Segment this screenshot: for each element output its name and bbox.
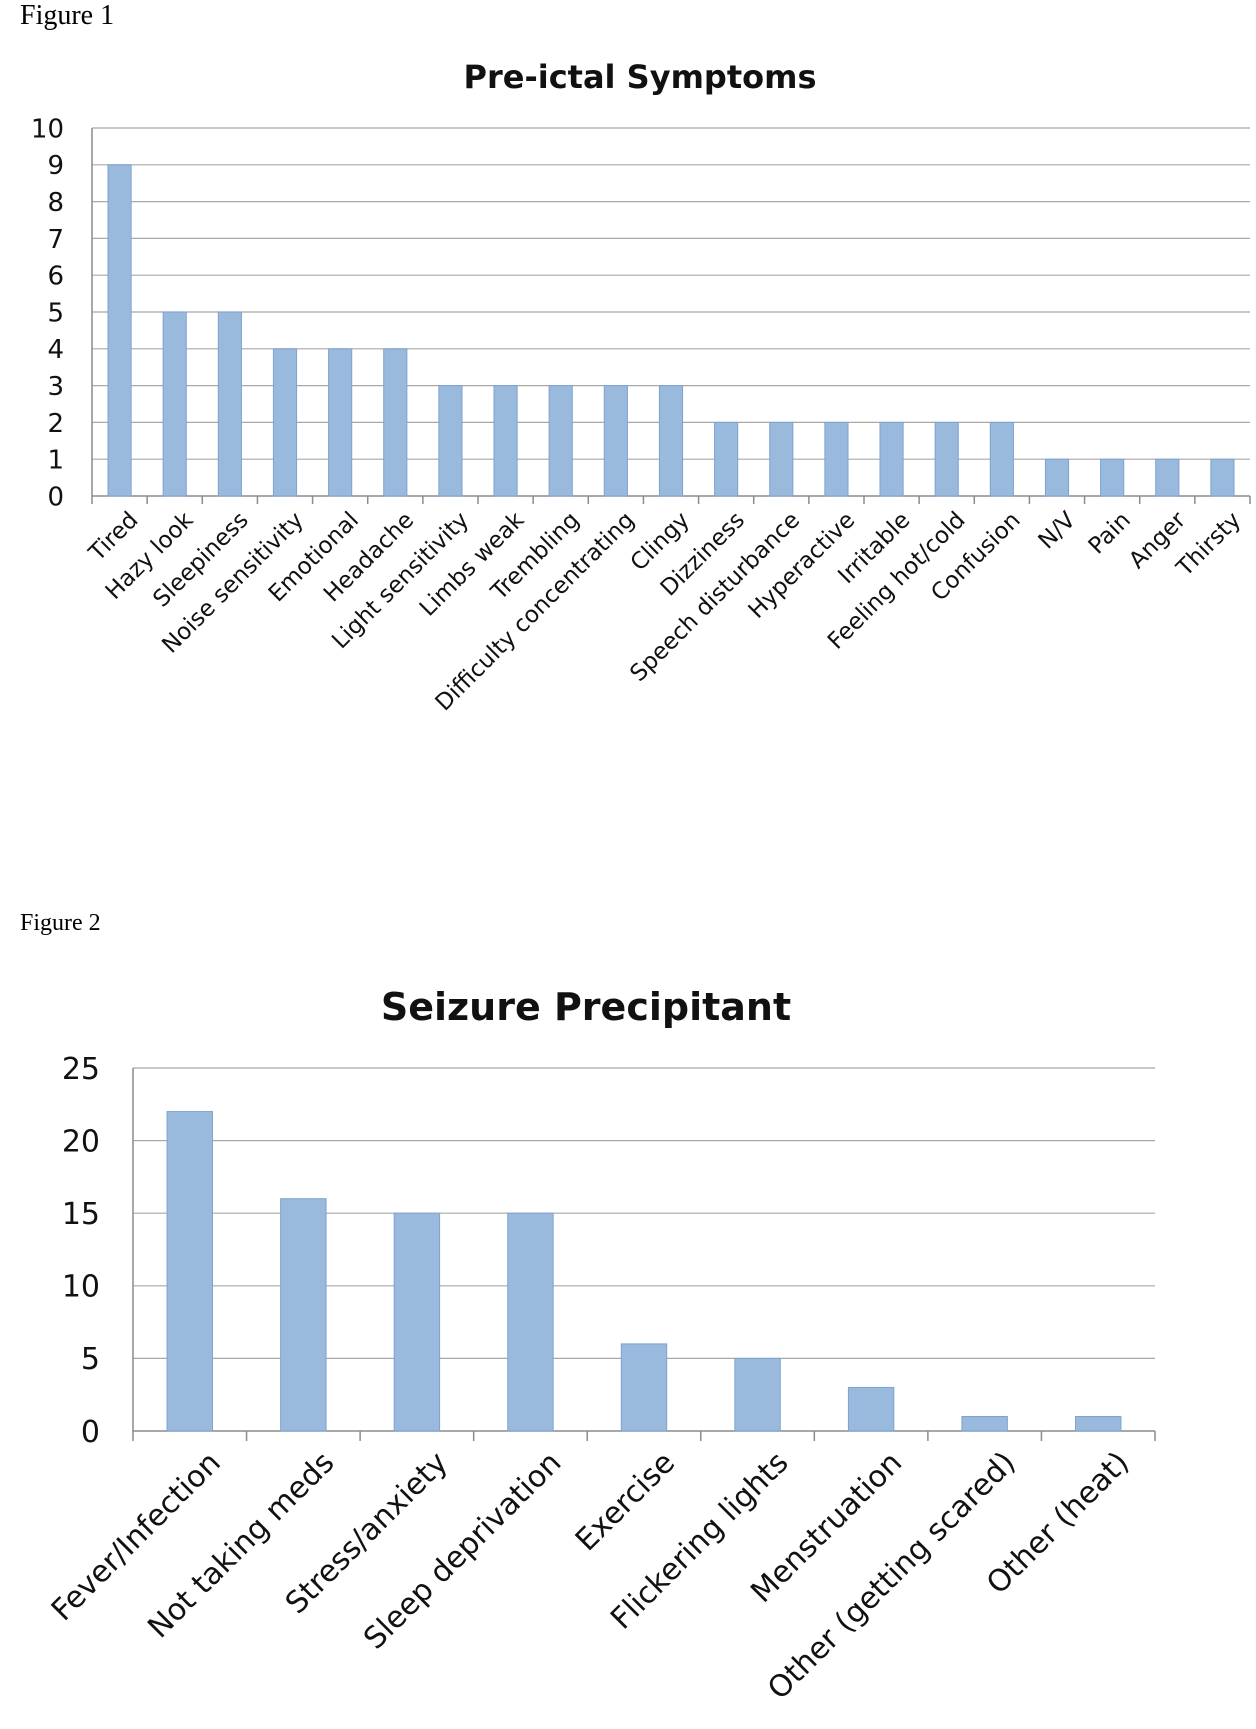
symptom-y-tick-label: 2 xyxy=(47,409,64,439)
symptom-y-tick-label: 0 xyxy=(47,482,64,512)
figure-2-label: Figure 2 xyxy=(20,910,101,936)
precipitant-bar xyxy=(280,1198,327,1432)
precipitant-bar xyxy=(961,1415,1008,1432)
symptom-bar xyxy=(217,311,242,497)
precipitant-bar xyxy=(166,1111,213,1432)
figure-1-label: Figure 1 xyxy=(20,0,115,31)
precipitant-y-tick-label: 25 xyxy=(62,1052,100,1087)
symptom-bar xyxy=(658,385,684,497)
precipitant-category-label: Not taking meds xyxy=(141,1445,341,1645)
symptom-bar xyxy=(493,385,518,497)
precipitant-bar xyxy=(620,1343,668,1432)
pre-ictal-symptoms-chart: Pre-ictal Symptoms012345678910TiredHazy … xyxy=(31,58,1251,716)
symptom-bar xyxy=(769,421,794,497)
precipitant-y-tick-label: 20 xyxy=(62,1124,100,1159)
precipitant-bar xyxy=(734,1357,781,1432)
symptom-bar xyxy=(603,385,628,497)
precipitant-bar xyxy=(393,1212,441,1432)
precipitant-category-label: Exercise xyxy=(569,1445,682,1558)
symptom-bar xyxy=(107,164,132,497)
precipitant-y-tick-label: 0 xyxy=(81,1415,100,1450)
precipitant-y-tick-label: 10 xyxy=(62,1270,100,1305)
symptom-bar xyxy=(162,311,187,497)
symptom-y-tick-label: 10 xyxy=(31,114,64,144)
symptom-bar xyxy=(1044,458,1070,497)
symptom-bar xyxy=(548,385,573,497)
symptom-y-tick-label: 4 xyxy=(47,335,64,365)
precipitant-bar xyxy=(847,1386,895,1432)
symptom-bar xyxy=(438,385,463,497)
symptom-bar xyxy=(714,421,739,497)
symptom-category-label: N/V xyxy=(1034,507,1081,554)
precipitant-bar xyxy=(1075,1415,1122,1432)
symptom-bar xyxy=(1210,458,1235,497)
symptom-bar xyxy=(1155,458,1180,497)
symptom-y-tick-label: 3 xyxy=(47,372,64,402)
symptom-bar xyxy=(989,421,1014,497)
symptom-chart-title: Pre-ictal Symptoms xyxy=(464,58,817,96)
symptom-bar xyxy=(272,348,298,497)
symptom-y-tick-label: 9 xyxy=(47,151,64,181)
precipitant-y-tick-label: 15 xyxy=(62,1197,100,1232)
precipitant-bar xyxy=(507,1212,554,1432)
precipitant-category-label: Sleep deprivation xyxy=(357,1445,568,1656)
symptom-y-tick-label: 6 xyxy=(47,262,64,292)
symptom-y-tick-label: 5 xyxy=(47,298,64,328)
symptom-bar xyxy=(824,421,849,497)
precipitant-chart-title: Seizure Precipitant xyxy=(381,985,791,1029)
symptom-bar xyxy=(1100,458,1125,497)
seizure-precipitant-chart: Seizure Precipitant0510152025Fever/Infec… xyxy=(45,985,1156,1707)
symptom-bar xyxy=(879,421,904,497)
symptom-y-tick-label: 8 xyxy=(47,188,64,218)
precipitant-y-tick-label: 5 xyxy=(81,1342,100,1377)
symptom-bar xyxy=(934,421,959,497)
symptom-bar xyxy=(383,348,408,497)
symptom-y-tick-label: 1 xyxy=(47,446,64,476)
symptom-y-tick-label: 7 xyxy=(47,225,64,255)
symptom-bar xyxy=(328,348,353,497)
